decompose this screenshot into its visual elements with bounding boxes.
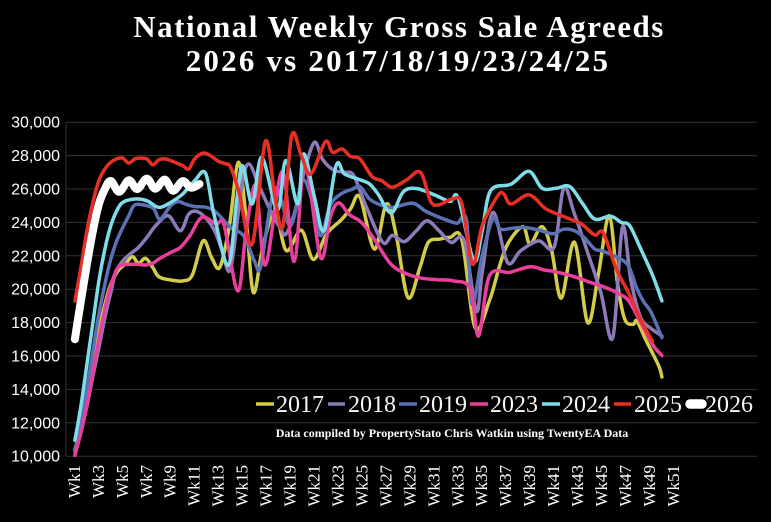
svg-text:20,000: 20,000 bbox=[11, 282, 60, 299]
svg-text:Wk51: Wk51 bbox=[664, 465, 683, 507]
svg-text:Wk27: Wk27 bbox=[376, 465, 395, 507]
svg-text:12,000: 12,000 bbox=[11, 415, 60, 432]
svg-text:Wk33: Wk33 bbox=[448, 465, 467, 507]
svg-text:26,000: 26,000 bbox=[11, 182, 60, 199]
svg-text:2017: 2017 bbox=[276, 392, 324, 418]
svg-text:30,000: 30,000 bbox=[11, 115, 60, 132]
svg-text:2026: 2026 bbox=[705, 392, 753, 418]
svg-text:Wk11: Wk11 bbox=[185, 465, 204, 506]
svg-text:Wk25: Wk25 bbox=[352, 465, 371, 507]
svg-text:14,000: 14,000 bbox=[11, 382, 60, 399]
svg-text:2024: 2024 bbox=[562, 392, 610, 418]
svg-text:Wk1: Wk1 bbox=[65, 465, 84, 498]
svg-text:Wk7: Wk7 bbox=[137, 465, 156, 499]
svg-text:Wk5: Wk5 bbox=[113, 465, 132, 498]
svg-text:Wk3: Wk3 bbox=[89, 465, 108, 498]
svg-text:Wk21: Wk21 bbox=[305, 465, 324, 507]
svg-text:Wk13: Wk13 bbox=[209, 465, 228, 507]
svg-text:Wk31: Wk31 bbox=[424, 465, 443, 507]
svg-text:2026 vs 2017/18/19/23/24/25: 2026 vs 2017/18/19/23/24/25 bbox=[186, 43, 611, 78]
svg-text:Wk43: Wk43 bbox=[568, 465, 587, 507]
svg-text:Wk29: Wk29 bbox=[400, 465, 419, 507]
svg-text:Wk45: Wk45 bbox=[592, 465, 611, 507]
svg-text:Wk19: Wk19 bbox=[281, 465, 300, 507]
svg-text:18,000: 18,000 bbox=[11, 315, 60, 332]
svg-text:16,000: 16,000 bbox=[11, 349, 60, 366]
svg-text:2019: 2019 bbox=[419, 392, 467, 418]
svg-text:National Weekly Gross Sale Agr: National Weekly Gross Sale Agreeds bbox=[133, 9, 665, 44]
svg-text:Data compiled by PropertyStato: Data compiled by PropertyStato Chris Wat… bbox=[276, 426, 628, 440]
svg-text:Wk35: Wk35 bbox=[472, 465, 491, 507]
svg-text:Wk41: Wk41 bbox=[544, 465, 563, 507]
svg-text:Wk9: Wk9 bbox=[161, 465, 180, 498]
svg-text:Wk37: Wk37 bbox=[496, 465, 515, 507]
svg-text:2023: 2023 bbox=[490, 392, 538, 418]
svg-text:Wk39: Wk39 bbox=[520, 465, 539, 507]
svg-text:Wk17: Wk17 bbox=[257, 465, 276, 507]
svg-text:Wk15: Wk15 bbox=[233, 465, 252, 507]
svg-text:22,000: 22,000 bbox=[11, 248, 60, 265]
svg-text:Wk23: Wk23 bbox=[329, 465, 348, 507]
svg-text:24,000: 24,000 bbox=[11, 215, 60, 232]
svg-text:Wk49: Wk49 bbox=[640, 465, 659, 507]
svg-text:10,000: 10,000 bbox=[11, 449, 60, 466]
svg-text:Wk47: Wk47 bbox=[616, 465, 635, 507]
svg-text:28,000: 28,000 bbox=[11, 148, 60, 165]
svg-text:2018: 2018 bbox=[348, 392, 396, 418]
svg-text:2025: 2025 bbox=[634, 392, 682, 418]
